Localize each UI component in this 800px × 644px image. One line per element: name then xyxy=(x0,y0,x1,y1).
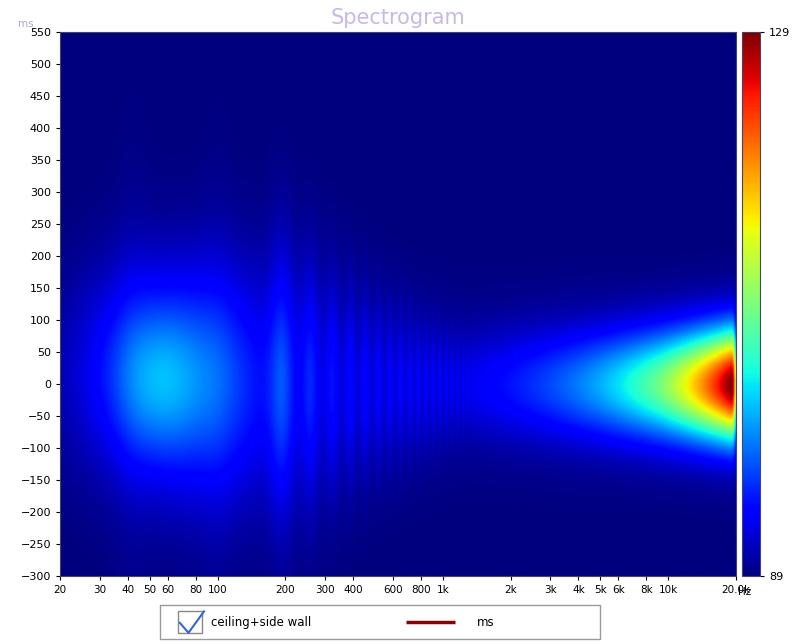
Bar xyxy=(178,611,202,633)
FancyBboxPatch shape xyxy=(160,605,600,639)
Text: Hz: Hz xyxy=(738,587,752,598)
Title: Spectrogram: Spectrogram xyxy=(330,8,466,28)
Text: ms: ms xyxy=(18,19,34,30)
Text: ms: ms xyxy=(477,616,494,629)
Text: ceiling+side wall: ceiling+side wall xyxy=(210,616,311,629)
